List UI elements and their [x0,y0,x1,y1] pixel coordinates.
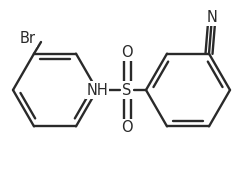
Text: S: S [122,83,132,98]
Text: O: O [121,121,133,136]
Text: Br: Br [20,30,36,46]
Text: O: O [121,45,133,60]
Text: NH: NH [86,83,108,98]
Text: N: N [206,9,218,24]
